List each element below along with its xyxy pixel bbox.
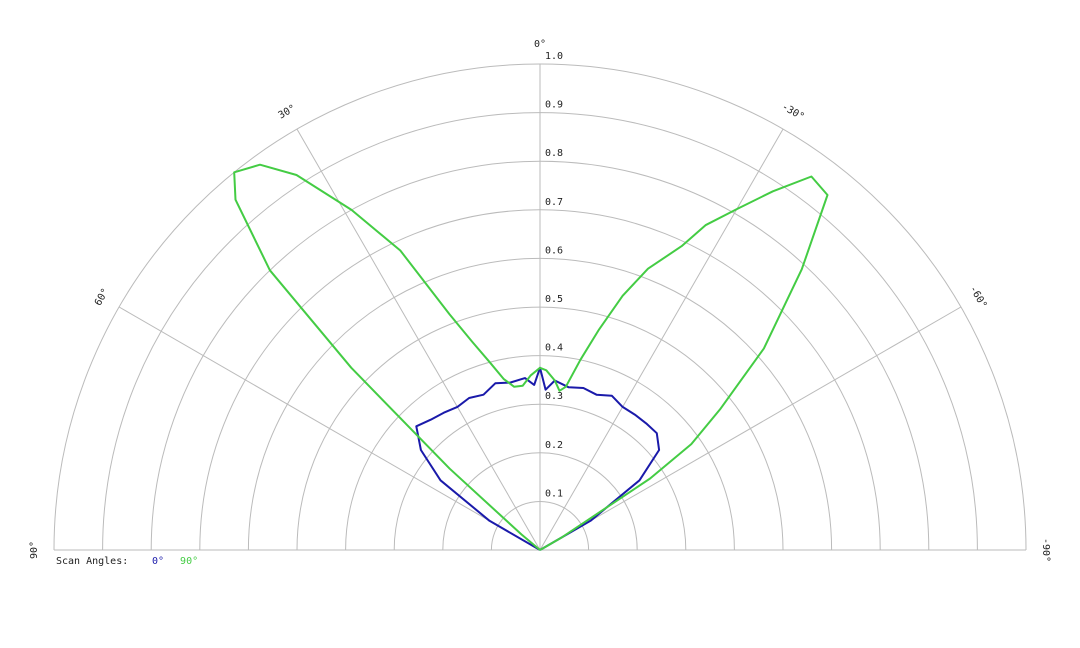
angle-label: 30° (277, 103, 298, 122)
r-tick-label: 1.0 (545, 51, 563, 62)
grid-spoke (118, 306, 541, 551)
r-tick-label: 0.7 (545, 197, 563, 208)
angle-label: 90° (29, 541, 40, 559)
angle-label: -60° (967, 284, 989, 310)
grid-spoke (539, 306, 962, 551)
r-tick-label: 0.5 (545, 294, 563, 305)
r-tick-label: 0.2 (545, 440, 563, 451)
angle-label: 0° (534, 39, 546, 50)
legend-entry: 0° (152, 556, 164, 567)
series-line (415, 366, 661, 551)
legend-title: Scan Angles: (56, 556, 128, 567)
grid-spoke (539, 128, 784, 551)
r-tick-label: 0.9 (545, 100, 563, 111)
r-tick-label: 0.6 (545, 245, 563, 256)
angle-label: -30° (780, 101, 806, 123)
r-tick-label: 0.8 (545, 148, 563, 159)
legend-entry: 90° (180, 556, 198, 567)
grid-spoke (296, 128, 541, 551)
angle-label: 60° (93, 287, 112, 308)
r-tick-label: 0.1 (545, 488, 563, 499)
series-line (233, 163, 829, 551)
angle-label: -90° (1040, 538, 1051, 562)
r-tick-label: 0.3 (545, 391, 563, 402)
r-tick-label: 0.4 (545, 343, 563, 354)
